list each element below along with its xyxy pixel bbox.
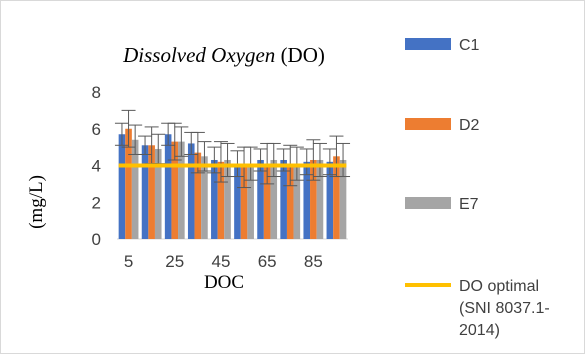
y-tick-label: 8 [92, 83, 101, 102]
bar-e7 [224, 159, 231, 239]
bar-e7 [154, 148, 162, 239]
bar-c1 [234, 163, 241, 239]
bar-e7 [293, 163, 301, 239]
y-tick-label: 4 [92, 157, 101, 176]
bar-d2 [125, 128, 132, 239]
x-tick-label: 5 [124, 252, 133, 271]
legend-label: E7 [459, 196, 479, 213]
x-tick-label: 45 [211, 252, 230, 271]
legend-swatch-c1 [405, 38, 451, 50]
legend: C1 D2 E7 DO optimal (SNI 8037.1- 2014) [405, 37, 550, 339]
bar-c1 [257, 159, 264, 239]
bar-d2 [171, 141, 179, 239]
legend-label-line: C1 [459, 37, 480, 54]
bar-d2 [240, 167, 248, 239]
chart-title-rest: (DO) [275, 43, 325, 67]
bar-c1 [118, 134, 126, 239]
bar-c1 [141, 145, 149, 239]
bar-d2 [194, 152, 202, 239]
x-axis-title: DOC [204, 272, 244, 293]
bar-e7 [270, 159, 278, 239]
bar-d2 [333, 156, 340, 239]
legend-label-line: (SNI 8037.1- [459, 300, 550, 317]
y-tick-label: 0 [92, 230, 101, 249]
legend-label: C1 [459, 37, 480, 54]
bar-c1 [280, 159, 287, 239]
legend-label: D2 [459, 117, 480, 134]
bar-e7 [131, 139, 139, 239]
bar-c1 [303, 161, 311, 239]
legend-label-line: DO optimal [459, 278, 539, 295]
legend-swatch-e7 [405, 197, 451, 209]
x-tick-label: 65 [258, 252, 277, 271]
y-axis-title: (mg/L) [26, 175, 47, 229]
bar-d2 [217, 161, 225, 239]
x-tick-label: 85 [304, 252, 323, 271]
bar-d2 [310, 159, 317, 239]
bar-e7 [339, 159, 347, 239]
bar-d2 [286, 165, 294, 239]
chart-title-italic: Dissolved Oxygen [122, 43, 275, 67]
legend-swatch-d2 [405, 118, 451, 130]
bar-e7 [178, 141, 185, 239]
legend-label-line: D2 [459, 117, 480, 134]
bar-c1 [326, 161, 334, 239]
legend-label: DO optimal (SNI 8037.1- 2014) [459, 278, 550, 339]
bar-d2 [263, 163, 271, 239]
bar-c1 [164, 134, 172, 239]
chart-title: Dissolved Oxygen (DO) [122, 43, 325, 67]
bar-c1 [187, 143, 195, 239]
legend-label-line: 2014) [459, 322, 500, 339]
bar-e7 [247, 163, 254, 239]
x-tick-label: 25 [165, 252, 184, 271]
bar-c1 [211, 159, 218, 239]
bar-d2 [148, 145, 155, 239]
legend-label-line: E7 [459, 196, 479, 213]
bar-e7 [316, 159, 324, 239]
bar-e7 [201, 156, 208, 239]
y-tick-label: 6 [92, 120, 101, 139]
y-tick-label: 2 [92, 193, 101, 212]
